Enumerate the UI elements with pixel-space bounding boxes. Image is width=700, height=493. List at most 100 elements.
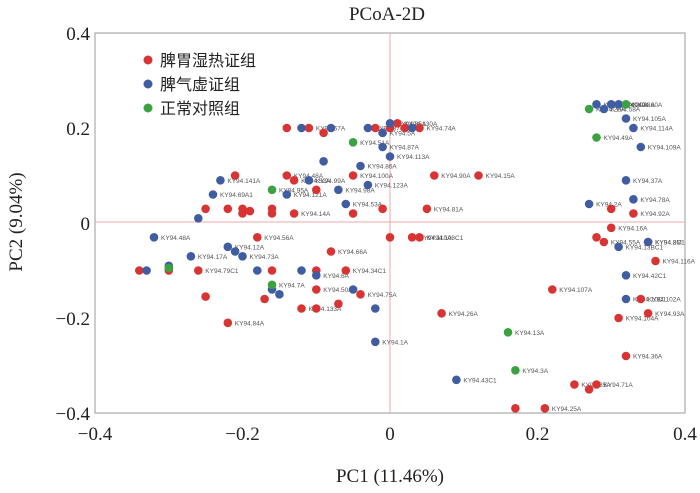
data-point-series-2	[385, 119, 395, 128]
data-point-series-1	[304, 123, 314, 133]
data-point-series-1	[430, 171, 439, 180]
data-point-label: KY94.1A	[382, 339, 408, 346]
data-point-series-1	[312, 185, 321, 195]
data-point-series-1	[511, 404, 520, 413]
data-point-label: KY94.110A	[419, 235, 452, 242]
data-point-series-1	[407, 233, 417, 242]
legend-label-series-2: 脾气虚证组	[160, 75, 240, 94]
data-point-series-2	[614, 242, 623, 252]
data-point-label: KY94.43C1	[463, 377, 497, 384]
data-point-series-2	[363, 123, 373, 133]
y-tick-label: 0	[81, 214, 91, 235]
x-tick-label: −0.4	[78, 424, 113, 445]
data-point-series-1	[135, 266, 144, 275]
data-point-label: KY94.12A	[235, 244, 265, 251]
data-point-series-1	[297, 304, 306, 313]
data-point-series-2	[378, 128, 387, 138]
data-point-label: KY94.56A	[264, 235, 294, 242]
data-point-series-1	[378, 204, 387, 214]
legend-label-series-3: 正常对照组	[160, 99, 240, 118]
data-point-label: KY94.38A	[626, 102, 656, 109]
data-point-series-1	[621, 351, 631, 361]
data-point-series-2	[636, 142, 646, 152]
data-point-series-1	[570, 380, 579, 389]
data-point-label: KY94.37A	[633, 178, 663, 185]
data-point-series-2	[341, 199, 351, 209]
data-point-series-2	[348, 285, 358, 294]
data-point-series-2	[252, 266, 262, 275]
data-point-label: KY94.50A	[323, 287, 353, 294]
data-point-series-1	[334, 299, 343, 309]
data-point-series-1	[415, 123, 424, 133]
data-point-series-1	[606, 223, 616, 233]
data-point-label: KY94.113A	[397, 154, 430, 161]
data-points	[135, 100, 660, 413]
data-point-series-1	[348, 209, 358, 218]
data-point-series-2	[334, 185, 343, 195]
data-point-label: KY94.79C1	[205, 268, 239, 275]
data-point-label: KY94.90A	[441, 173, 471, 180]
data-point-label: KY94.121A	[294, 192, 328, 199]
data-point-label: KY94.73A	[250, 254, 280, 261]
data-point-series-1	[592, 380, 601, 389]
data-point-series-1	[599, 237, 609, 247]
data-point-series-3	[267, 280, 277, 290]
data-point-series-2	[629, 123, 638, 133]
data-point-series-1	[614, 313, 623, 323]
data-point-series-2	[356, 161, 365, 171]
x-axis-label: PC1 (11.46%)	[336, 466, 444, 487]
data-point-series-2	[452, 375, 461, 385]
data-point-series-1	[356, 290, 365, 299]
legend-marker-series-1	[143, 55, 153, 65]
data-point-label: KY94.48A	[161, 235, 191, 242]
y-tick-label: 0.2	[66, 119, 90, 140]
x-tick-label: 0	[385, 424, 395, 445]
data-point-label: KY94.7A	[279, 282, 305, 289]
data-point-series-1	[312, 304, 321, 313]
data-point-label: KY94.84A	[235, 320, 265, 327]
data-point-label: KY94.15A	[486, 173, 516, 180]
data-point-series-1	[629, 209, 638, 218]
data-point-series-1	[319, 128, 328, 138]
data-point-series-2	[621, 271, 631, 280]
data-point-label: KY94.13A	[515, 330, 545, 337]
data-point-series-1	[282, 171, 292, 180]
data-point-series-3	[348, 138, 358, 147]
data-point-label: KY94.34C1	[353, 268, 387, 275]
data-point-label: KY94.75A	[368, 292, 398, 299]
data-point-series-1	[312, 285, 321, 294]
legend-marker-series-3	[143, 103, 153, 113]
data-point-series-1	[201, 292, 210, 301]
data-point-series-1	[245, 206, 255, 216]
data-point-series-1	[371, 123, 380, 133]
data-point-label: KY94.92A	[640, 211, 670, 218]
data-point-series-1	[238, 209, 247, 218]
data-point-series-2	[378, 142, 387, 152]
data-point-series-2	[282, 190, 292, 199]
data-point-series-2	[592, 100, 601, 109]
legend-marker-series-2	[143, 79, 153, 89]
data-point-label: KY94.69A1	[220, 192, 253, 199]
data-point-label: KY94.60A	[633, 102, 663, 109]
data-point-label: KY94.10C1	[633, 297, 667, 304]
data-point-label: KY94.42C1	[633, 273, 667, 280]
data-point-series-2	[312, 271, 321, 280]
y-axis-ticks: 0.4 0.2 0 −0.2 −0.4	[56, 24, 91, 425]
data-point-label: KY94.133A	[309, 306, 343, 313]
data-point-label: KY94.93A	[655, 311, 685, 318]
data-point-label: KY94.2M	[655, 240, 682, 247]
data-point-series-2	[304, 176, 314, 185]
data-point-series-2	[621, 114, 631, 123]
data-point-series-1	[252, 233, 262, 242]
data-point-label: KY94.51A	[360, 140, 390, 147]
y-tick-label: −0.4	[56, 404, 91, 425]
data-point-series-2	[407, 123, 417, 133]
data-point-series-3	[267, 185, 277, 195]
data-point-series-2	[643, 237, 653, 247]
data-point-label: KY94.13BC1	[626, 244, 664, 251]
data-point-label: KY94.29A	[618, 102, 648, 109]
data-point-series-3	[584, 104, 594, 114]
data-point-label: KY94.109A	[648, 145, 682, 152]
data-point-series-1	[606, 204, 616, 214]
data-point-label: KY94.3A	[522, 368, 548, 375]
